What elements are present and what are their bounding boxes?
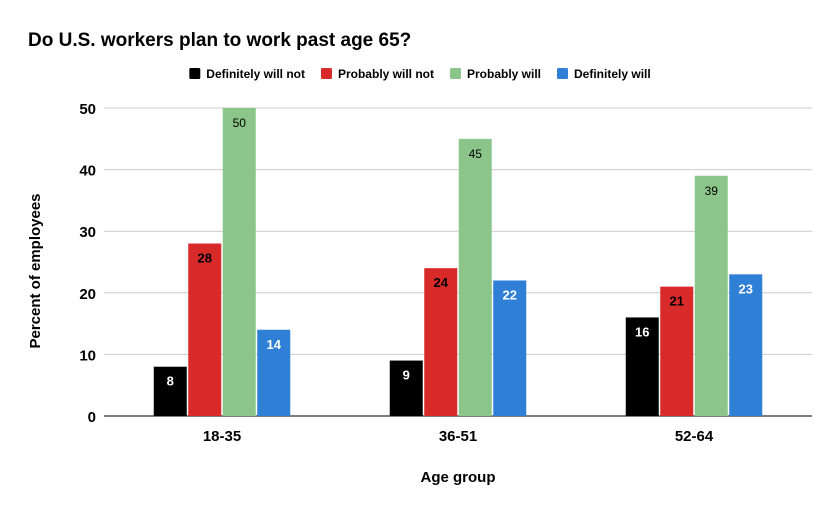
x-axis-ticks: 18-35 36-51 52-64 <box>203 428 714 445</box>
legend-swatch <box>557 68 569 79</box>
legend-swatch <box>189 68 201 79</box>
bar-value-label: 9 <box>403 368 410 383</box>
bar-definitely-will-18-35 <box>257 329 291 416</box>
bar-value-label: 8 <box>167 374 174 389</box>
legend-item-probably-will-not: Probably will not <box>320 67 434 81</box>
y-tick-label: 40 <box>79 163 96 180</box>
legend-label: Probably will <box>467 67 541 81</box>
bar-probably-will-18-35 <box>222 108 256 416</box>
x-tick-label: 52-64 <box>675 428 714 445</box>
bar-value-label: 28 <box>198 251 212 266</box>
bar-definitely-will-52-64 <box>729 274 763 416</box>
legend-item-definitely-will: Definitely will <box>557 67 651 81</box>
bar-probably-will-not-18-35 <box>188 243 222 416</box>
bar-labels: 8 28 50 14 9 24 45 22 16 21 39 23 <box>167 116 753 389</box>
y-tick-label: 30 <box>79 224 96 241</box>
bar-definitely-will-not-18-35 <box>153 366 187 416</box>
bar-probably-will-36-51 <box>458 138 492 417</box>
bar-definitely-will-36-51 <box>493 280 527 416</box>
bar-value-label: 24 <box>434 275 449 290</box>
bar-value-label: 16 <box>635 324 649 339</box>
legend-label: Probably will not <box>338 67 434 81</box>
y-tick-label: 50 <box>79 101 96 118</box>
legend-item-probably-will: Probably will <box>449 67 541 81</box>
chart-title: Do U.S. workers plan to work past age 65… <box>28 30 411 51</box>
bar-value-label: 50 <box>233 116 247 130</box>
bar-value-label: 14 <box>267 337 282 352</box>
gridlines <box>104 107 812 417</box>
y-axis-label: Percent of employees <box>27 193 44 348</box>
y-tick-label: 10 <box>79 347 96 364</box>
bar-probably-will-not-36-51 <box>424 268 458 416</box>
legend-label: Definitely will <box>574 67 651 81</box>
x-axis-label: Age group <box>421 469 496 486</box>
bar-definitely-will-not-36-51 <box>389 360 423 416</box>
legend: Definitely will not Probably will not Prob… <box>189 67 651 81</box>
bar-value-label: 22 <box>503 287 517 302</box>
bar-value-label: 23 <box>739 281 753 296</box>
bar-value-label: 45 <box>469 147 483 161</box>
legend-item-definitely-will-not: Definitely will not <box>189 67 305 81</box>
bar-probably-will-not-52-64 <box>660 286 694 416</box>
legend-label: Definitely will not <box>206 67 305 81</box>
legend-swatch <box>449 68 461 79</box>
y-tick-label: 20 <box>79 286 96 303</box>
y-tick-label: 0 <box>88 409 96 426</box>
bar-value-label: 21 <box>670 294 684 309</box>
bar-value-label: 39 <box>705 184 719 198</box>
legend-swatch <box>320 68 332 79</box>
bar-probably-will-52-64 <box>694 175 728 416</box>
bars <box>153 108 763 417</box>
bar-definitely-will-not-52-64 <box>625 317 659 416</box>
x-tick-label: 18-35 <box>203 428 241 445</box>
y-axis-ticks: 0 10 20 30 40 50 <box>79 101 96 426</box>
x-tick-label: 36-51 <box>439 428 477 445</box>
